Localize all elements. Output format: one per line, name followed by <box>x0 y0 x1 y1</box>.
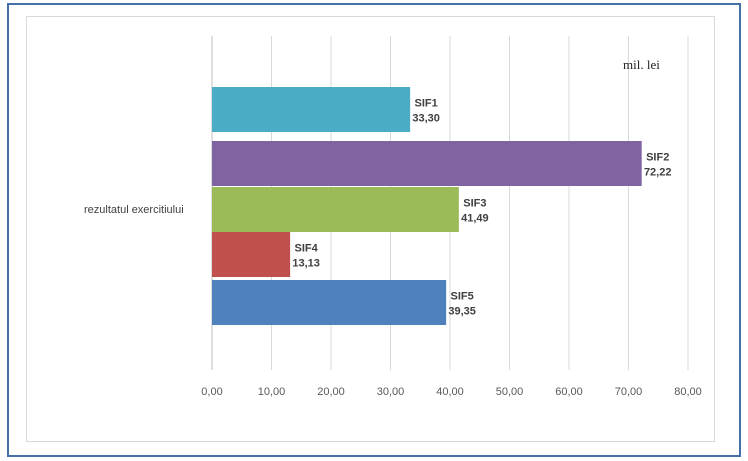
x-tick-label: 60,00 <box>555 386 583 398</box>
data-label-series-sif5: SIF5 <box>451 291 474 303</box>
data-label-series-sif1: SIF1 <box>415 98 438 110</box>
bar-sif3 <box>212 187 459 232</box>
x-tick-label: 0,00 <box>201 386 222 398</box>
bar-sif5 <box>212 280 447 325</box>
data-label-value-sif5: 39,35 <box>448 306 476 318</box>
data-label-series-sif4: SIF4 <box>295 243 319 255</box>
data-label-value-sif4: 13,13 <box>292 258 320 270</box>
x-tick-label: 30,00 <box>377 386 405 398</box>
x-tick-label: 50,00 <box>496 386 524 398</box>
bar-sif2 <box>212 141 642 186</box>
bar-sif4 <box>212 232 291 277</box>
data-label-value-sif1: 33,30 <box>412 113 440 125</box>
x-tick-label: 70,00 <box>615 386 643 398</box>
data-labels: SIF1 33,30 SIF2 72,22 SIF3 41,49 SIF4 13,13 SIF5… <box>292 98 671 318</box>
x-tick-label: 80,00 <box>674 386 702 398</box>
data-label-series-sif2: SIF2 <box>646 152 669 164</box>
bars <box>212 87 642 325</box>
x-tick-label: 10,00 <box>258 386 286 398</box>
x-axis-ticks: 0,00 10,00 20,00 30,00 40,00 50,00 60,00 70,00 8… <box>201 386 701 398</box>
data-label-series-sif3: SIF3 <box>463 198 486 210</box>
x-tick-label: 20,00 <box>317 386 345 398</box>
data-label-value-sif3: 41,49 <box>461 213 489 225</box>
bar-sif1 <box>212 87 411 132</box>
unit-label: mil. lei <box>623 57 660 72</box>
x-tick-label: 40,00 <box>436 386 464 398</box>
category-label: rezultatul exercitiului <box>84 204 184 216</box>
data-label-value-sif2: 72,22 <box>644 167 672 179</box>
